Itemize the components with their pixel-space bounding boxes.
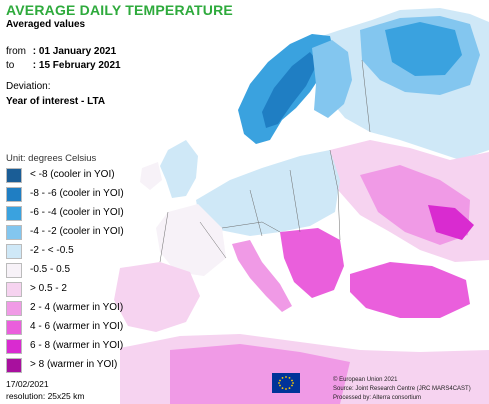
legend-swatch bbox=[6, 263, 22, 278]
copyright-line: © European Union 2021 bbox=[333, 377, 398, 383]
period-from: from : 01 January 2021 bbox=[6, 46, 116, 57]
deviation-value: Year of interest - LTA bbox=[6, 96, 106, 107]
legend-label: -6 - -4 (cooler in YOI) bbox=[30, 207, 124, 218]
legend-swatch bbox=[6, 301, 22, 316]
iberia bbox=[114, 262, 200, 332]
legend-label: 6 - 8 (warmer in YOI) bbox=[30, 340, 124, 351]
border-line bbox=[199, 221, 227, 259]
caucasus-warm-very bbox=[428, 205, 474, 240]
eu-flag-background bbox=[272, 373, 300, 393]
issue-date: 17/02/2021 bbox=[6, 379, 49, 389]
ireland bbox=[140, 162, 162, 190]
legend-label: 2 - 4 (warmer in YOI) bbox=[30, 302, 124, 313]
period-to-label: to bbox=[6, 60, 15, 71]
border-line bbox=[159, 211, 169, 263]
legend-label: > 0.5 - 2 bbox=[30, 283, 67, 294]
border-line bbox=[329, 149, 341, 241]
legend-unit: Unit: degrees Celsius bbox=[6, 153, 97, 164]
legend-item: -6 - -4 (cooler in YOI) bbox=[6, 204, 136, 223]
balkans bbox=[280, 228, 344, 298]
period-from-label: from bbox=[6, 46, 26, 57]
anatolia bbox=[350, 262, 470, 318]
legend-swatch bbox=[6, 358, 22, 373]
map-title: AVERAGE DAILY TEMPERATURE bbox=[6, 2, 233, 18]
legend-label: -8 - -6 (cooler in YOI) bbox=[30, 188, 124, 199]
legend-item: -0.5 - 0.5 bbox=[6, 261, 136, 280]
border-line bbox=[289, 169, 301, 233]
legend-swatch bbox=[6, 206, 22, 221]
legend-item: 6 - 8 (warmer in YOI) bbox=[6, 337, 136, 356]
scandinavia-cold-core bbox=[262, 52, 318, 128]
legend-item: < -8 (cooler in YOI) bbox=[6, 166, 136, 185]
border-line bbox=[221, 221, 281, 233]
northeast-cold-strong bbox=[385, 22, 462, 76]
border-line bbox=[249, 189, 263, 237]
legend-swatch bbox=[6, 339, 22, 354]
legend-label: 4 - 6 (warmer in YOI) bbox=[30, 321, 124, 332]
central-europe bbox=[196, 150, 340, 236]
legend-swatch bbox=[6, 244, 22, 259]
legend-swatch bbox=[6, 168, 22, 183]
legend-item: > 0.5 - 2 bbox=[6, 280, 136, 299]
legend-label: -2 - < -0.5 bbox=[30, 245, 74, 256]
legend-label: -0.5 - 0.5 bbox=[30, 264, 71, 275]
period-from-value: : 01 January 2021 bbox=[32, 46, 117, 57]
british-isles bbox=[160, 140, 198, 198]
legend-label: -4 - -2 (cooler in YOI) bbox=[30, 226, 124, 237]
legend-item: -4 - -2 (cooler in YOI) bbox=[6, 223, 136, 242]
resolution-text: resolution: 25x25 km bbox=[6, 391, 85, 401]
eu-flag-stars bbox=[278, 376, 294, 390]
finland bbox=[312, 40, 352, 118]
france-region bbox=[156, 204, 226, 276]
period-to-value: : 15 February 2021 bbox=[32, 60, 121, 71]
legend-item: -2 - < -0.5 bbox=[6, 242, 136, 261]
map-subtitle: Averaged values bbox=[6, 19, 86, 30]
legend-label: > 8 (warmer in YOI) bbox=[30, 359, 118, 370]
legend-label: < -8 (cooler in YOI) bbox=[30, 169, 115, 180]
processed-line: Processed by: Alterra consortium bbox=[333, 395, 422, 401]
legend-swatch bbox=[6, 187, 22, 202]
legend-swatch bbox=[6, 225, 22, 240]
eu-flag-logo bbox=[272, 373, 300, 393]
source-line: Source: Joint Research Centre (JRC MARS4… bbox=[333, 386, 471, 392]
north-africa-warm bbox=[170, 344, 350, 404]
map-land bbox=[114, 8, 489, 404]
legend: < -8 (cooler in YOI) -8 - -6 (cooler in … bbox=[6, 166, 136, 375]
italy bbox=[232, 240, 292, 312]
legend-swatch bbox=[6, 320, 22, 335]
legend-item: -8 - -6 (cooler in YOI) bbox=[6, 185, 136, 204]
deviation-label: Deviation: bbox=[6, 81, 51, 92]
legend-item: 2 - 4 (warmer in YOI) bbox=[6, 299, 136, 318]
legend-item: > 8 (warmer in YOI) bbox=[6, 356, 136, 375]
border-line bbox=[361, 59, 371, 133]
legend-item: 4 - 6 (warmer in YOI) bbox=[6, 318, 136, 337]
period-to: to : 15 February 2021 bbox=[6, 60, 121, 71]
legend-swatch bbox=[6, 282, 22, 297]
country-borders bbox=[159, 59, 371, 263]
